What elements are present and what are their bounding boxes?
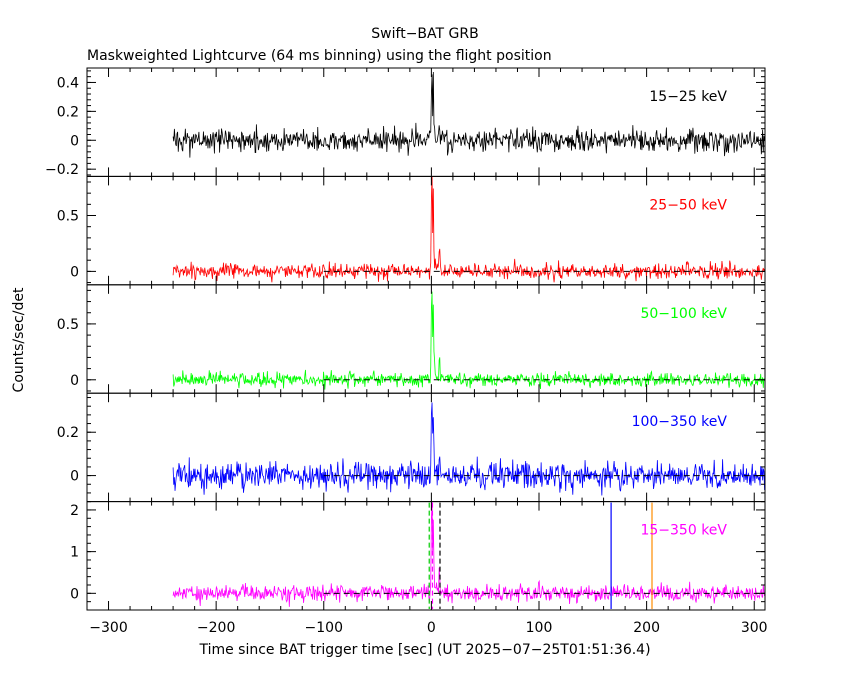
- y-tick-label: 0: [70, 133, 79, 149]
- panel-band-label: 50−100 keV: [640, 306, 727, 322]
- y-tick-label: 1: [70, 545, 79, 561]
- chart-subtitle: Maskweighted Lightcurve (64 ms binning) …: [87, 48, 552, 64]
- y-tick-label: −0.2: [45, 162, 79, 178]
- x-axis-label: Time since BAT trigger time [sec] (UT 20…: [198, 642, 650, 658]
- chart-title: Swift−BAT GRB: [371, 26, 478, 42]
- panel-band-label: 100−350 keV: [632, 414, 728, 430]
- panel-band-label: 15−350 keV: [640, 523, 727, 539]
- panel-1: −0.2 0 0.2 0.4 15−25 keV: [45, 67, 766, 178]
- panel-3: 0 0.5 50−100 keV: [57, 284, 766, 394]
- y-tick-label: 0: [70, 586, 79, 602]
- x-tick-label: 300: [741, 620, 768, 636]
- y-tick-label: 0.2: [57, 104, 79, 120]
- panel-band-label: 15−25 keV: [649, 89, 727, 105]
- y-tick-label: 0: [70, 264, 79, 280]
- y-tick-label: 0.2: [57, 425, 79, 441]
- panel-frame: [86, 501, 766, 611]
- series-line-1: [172, 71, 765, 158]
- panel-frame: [86, 67, 766, 177]
- x-tick-label: 200: [633, 620, 660, 636]
- y-tick-label: 0.5: [57, 317, 79, 333]
- panel-2: 0 0.5 25−50 keV: [57, 175, 766, 286]
- series-line-2: [172, 176, 765, 283]
- series-line-4: [172, 402, 765, 496]
- x-tick-label: −300: [89, 620, 127, 636]
- series-line-5: [172, 502, 765, 607]
- y-tick-label: 2: [70, 503, 79, 519]
- x-tick-label: 0: [427, 620, 436, 636]
- panel-5: 0 1 2 15−350 keV: [70, 501, 766, 611]
- x-tick-label: 100: [526, 620, 553, 636]
- panel-band-label: 25−50 keV: [649, 197, 727, 213]
- y-axis-label: Counts/sec/det: [11, 287, 27, 392]
- y-tick-label: 0: [70, 373, 79, 389]
- y-tick-label: 0.4: [57, 75, 79, 91]
- panels-group: −0.2 0 0.2 0.4 15−25 keV 0 0.5 25−50 keV 0 0.5 50−…: [45, 67, 768, 636]
- x-tick-label: −100: [305, 620, 343, 636]
- y-tick-label: 0: [70, 469, 79, 485]
- panel-4: 0 0.2 100−350 keV: [57, 392, 766, 503]
- x-tick-label: −200: [197, 620, 235, 636]
- y-tick-label: 0.5: [57, 209, 79, 225]
